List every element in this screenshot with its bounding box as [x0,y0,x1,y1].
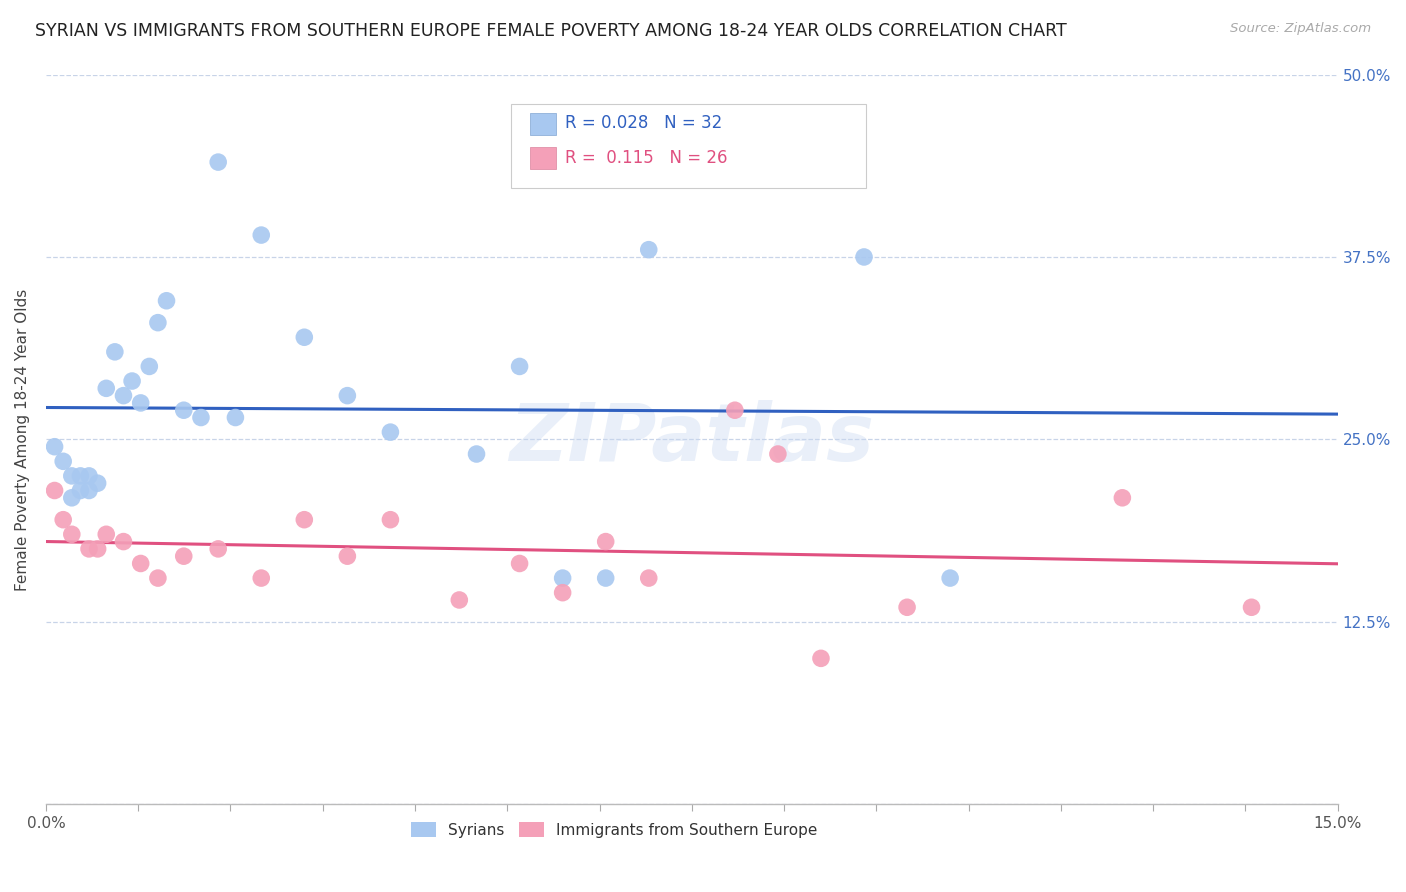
Point [60,491,83,505]
Point [60,527,83,541]
Point [77,541,100,556]
Point [112,534,135,549]
Point [939,571,962,585]
Point [146,571,169,585]
Point [509,557,531,571]
Point [77,469,100,483]
Point [44,440,66,454]
Point [766,447,789,461]
Point [1240,600,1263,615]
Point [173,403,195,417]
Point [207,541,229,556]
Point [190,410,212,425]
Text: ZIPatlas: ZIPatlas [509,401,875,478]
Point [1111,491,1133,505]
Point [207,155,229,169]
Point [853,250,876,264]
Point [173,549,195,564]
Point [44,483,66,498]
Point [121,374,143,388]
Point [465,447,488,461]
FancyBboxPatch shape [510,103,866,187]
Point [129,557,152,571]
Point [224,410,246,425]
Point [60,469,83,483]
Y-axis label: Female Poverty Among 18-24 Year Olds: Female Poverty Among 18-24 Year Olds [15,288,30,591]
Point [69,469,91,483]
Text: Source: ZipAtlas.com: Source: ZipAtlas.com [1230,22,1371,36]
Point [112,389,135,403]
Point [96,381,118,395]
Point [52,454,75,468]
Point [380,513,402,527]
Point [595,571,617,585]
Point [138,359,160,374]
Point [449,593,471,607]
Point [551,571,574,585]
Point [336,389,359,403]
Point [637,243,659,257]
Text: R =  0.115   N = 26: R = 0.115 N = 26 [565,149,728,167]
Point [292,513,315,527]
Point [896,600,918,615]
Point [146,316,169,330]
Point [637,571,659,585]
Point [86,541,108,556]
Point [380,425,402,439]
Point [551,585,574,599]
Point [292,330,315,344]
Point [86,476,108,491]
Text: R = 0.028   N = 32: R = 0.028 N = 32 [565,114,723,132]
Point [155,293,177,308]
Point [595,534,617,549]
Point [52,513,75,527]
Point [810,651,832,665]
Point [509,359,531,374]
Legend: Syrians, Immigrants from Southern Europe: Syrians, Immigrants from Southern Europe [405,816,824,844]
Point [336,549,359,564]
Point [69,483,91,498]
Text: SYRIAN VS IMMIGRANTS FROM SOUTHERN EUROPE FEMALE POVERTY AMONG 18-24 YEAR OLDS C: SYRIAN VS IMMIGRANTS FROM SOUTHERN EUROP… [35,22,1067,40]
Point [250,228,273,243]
Point [129,396,152,410]
Bar [530,113,557,135]
Point [77,483,100,498]
Point [104,344,127,359]
Point [96,527,118,541]
Point [250,571,273,585]
Bar [530,147,557,169]
Point [724,403,747,417]
